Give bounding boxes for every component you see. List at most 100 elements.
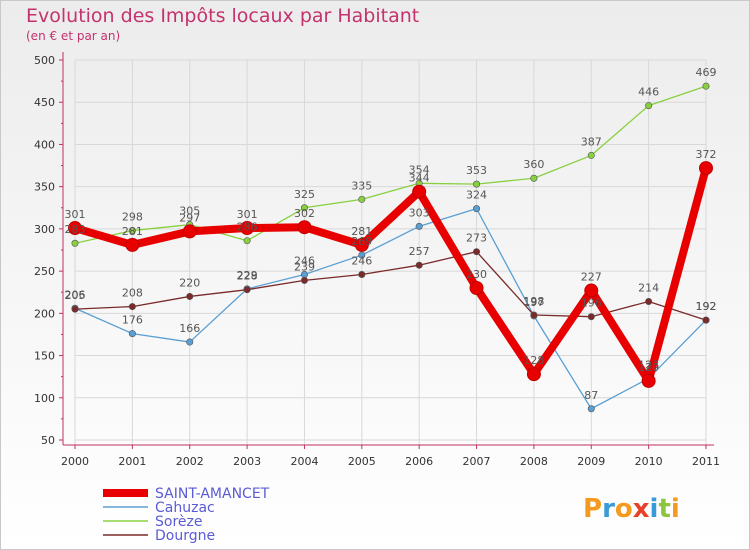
y-tick-label: 400 [34,138,55,151]
data-label: 246 [351,254,372,267]
y-tick-label: 350 [34,181,55,194]
data-label: 325 [294,188,315,201]
data-label: 273 [466,232,487,245]
data-point [128,227,136,235]
data-label: 281 [122,225,143,238]
data-label: 166 [179,322,200,335]
data-point [128,303,136,311]
data-label: 198 [523,295,544,308]
data-point [587,405,595,413]
data-label: 283 [65,223,86,236]
data-label: 227 [581,271,602,284]
data-point [415,261,423,269]
y-tick-label: 150 [34,350,55,363]
series-line-sorèze [74,85,707,244]
x-tick-label: 2007 [463,455,491,468]
data-point [645,102,653,110]
y-tick-label: 300 [34,223,55,236]
data-label: 246 [294,254,315,267]
data-label: 324 [466,189,487,202]
data-point [530,174,538,182]
data-label: 286 [237,221,258,234]
data-label: 239 [294,260,315,273]
y-tick-label: 50 [41,434,55,447]
data-point [300,204,308,212]
data-label: 303 [409,206,430,219]
data-point [186,292,194,300]
data-label: 214 [638,282,659,295]
data-label: 196 [581,297,602,310]
data-label: 220 [179,276,200,289]
data-label: 372 [696,148,717,161]
series-lines [68,82,713,413]
data-point [526,367,541,382]
data-point [699,161,713,176]
y-tick-label: 200 [34,307,55,320]
data-label: 257 [409,245,430,258]
x-tick-label: 2001 [118,455,146,468]
data-label: 87 [584,389,598,402]
chart-title: Evolution des Impôts locaux par Habitant [26,5,419,27]
data-point [297,220,312,235]
data-point [645,298,653,306]
data-point [415,222,423,230]
data-label: 205 [65,289,86,302]
x-tick-label: 2002 [176,455,204,468]
data-point [128,330,136,338]
data-point [641,373,656,388]
data-point [473,180,481,188]
y-tick-label: 500 [34,54,55,67]
data-label: 192 [696,300,717,313]
y-tick-label: 250 [34,265,55,278]
legend-label: Dourgne [155,528,215,544]
data-label: 335 [351,179,372,192]
data-point [412,184,427,199]
data-point [354,237,369,252]
data-point [584,283,599,298]
x-tick-label: 2004 [290,455,318,468]
x-tick-label: 2009 [577,455,605,468]
data-label: 301 [237,208,258,221]
data-point [473,248,481,256]
data-label: 269 [351,235,372,248]
brand-text: Proxiti [583,494,680,524]
data-point [469,281,484,295]
data-point [358,270,366,278]
series-line-saint-amancet [71,164,710,385]
chart-subtitle: (en € et par an) [26,29,120,43]
data-label: 281 [351,225,372,238]
x-tick-label: 2005 [348,455,376,468]
data-label: 354 [409,163,430,176]
data-label: 123 [638,358,659,371]
data-label: 469 [696,66,717,79]
data-label: 206 [65,288,86,301]
data-point [182,224,197,239]
data-point [587,151,595,159]
data-point [473,205,481,213]
data-point [243,237,251,245]
data-label: 192 [696,300,717,313]
data-label: 208 [122,287,143,300]
axes: 50 100 150 200 250 300 350 400 450 500 2000 2001 200… [34,52,720,468]
x-tick-label: 2000 [61,455,89,468]
data-label: 302 [294,207,315,220]
grid [74,59,707,446]
series-line-cahuzac [74,207,707,410]
data-point [702,82,710,90]
data-label: 128 [523,354,544,367]
data-label: 297 [179,211,200,224]
data-point [587,313,595,321]
data-label: 230 [466,268,487,281]
legend-label: Cahuzac [155,500,215,516]
data-label: 120 [638,361,659,374]
data-point [530,311,538,319]
x-tick-label: 2006 [405,455,433,468]
data-point [68,221,82,236]
data-label: 353 [466,164,487,177]
data-point [71,305,79,313]
data-point [186,338,194,346]
data-label: 229 [237,269,258,282]
data-label: 197 [523,296,544,309]
data-point [71,239,79,247]
